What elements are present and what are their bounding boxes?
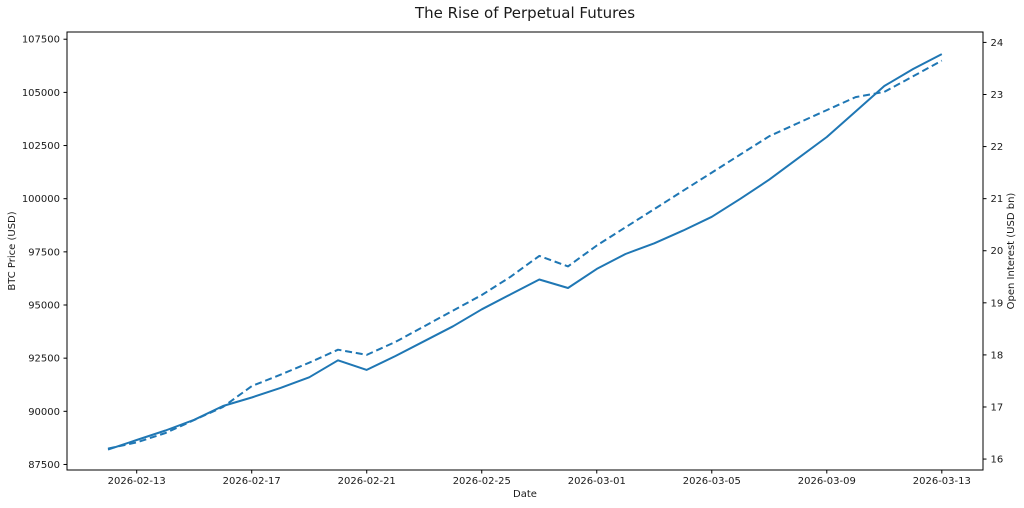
y-left-tick-label: 100000 [22,194,60,205]
y-axis-label-left: BTC Price (USD) [7,211,18,290]
btc-price-line [107,53,943,451]
y-left-tick-label: 105000 [22,88,60,99]
x-tick-label: 2026-03-01 [568,476,626,487]
y-left-tick-label: 95000 [28,301,60,312]
x-tick-label: 2026-02-25 [453,476,511,487]
x-tick-label: 2026-02-13 [108,476,166,487]
y-right-tick-label: 20 [991,246,1004,257]
x-tick-label: 2026-02-21 [338,476,396,487]
open-interest-line [107,59,943,450]
y-right-tick-label: 16 [991,455,1004,466]
y-right-tick-label: 23 [991,90,1004,101]
y-right-tick-label: 21 [991,194,1004,205]
x-tick-label: 2026-03-09 [798,476,856,487]
y-right-tick-label: 19 [991,298,1004,309]
y-right-tick-label: 18 [991,350,1004,361]
x-axis-label: Date [513,489,537,500]
y-right-tick-label: 17 [991,402,1004,413]
chart-title: The Rise of Perpetual Futures [414,4,635,22]
y-left-tick-label: 102500 [22,141,60,152]
y-right-tick-label: 24 [991,38,1004,49]
plot-lines [107,53,943,451]
x-tick-label: 2026-02-17 [223,476,281,487]
x-tick-label: 2026-03-05 [683,476,741,487]
plot-border [66,31,984,471]
y-left-tick-label: 92500 [28,354,60,365]
x-tick-label: 2026-03-13 [913,476,971,487]
x-axis-ticks: 2026-02-13 2026-02-17 2026-02-21 2026-02-25… [108,470,971,487]
y-axis-left-ticks: 87500 90000 92500 95000 97500 100000 102500 105… [22,35,67,471]
y-axis-label-right: Open Interest (USD bn) [1006,193,1017,310]
y-axis-right-ticks: 16 17 18 19 20 21 22 23 24 [983,38,1003,466]
y-left-tick-label: 97500 [28,247,60,258]
y-right-tick-label: 22 [991,142,1004,153]
y-left-tick-label: 107500 [22,35,60,46]
y-left-tick-label: 87500 [28,460,60,471]
y-left-tick-label: 90000 [28,407,60,418]
